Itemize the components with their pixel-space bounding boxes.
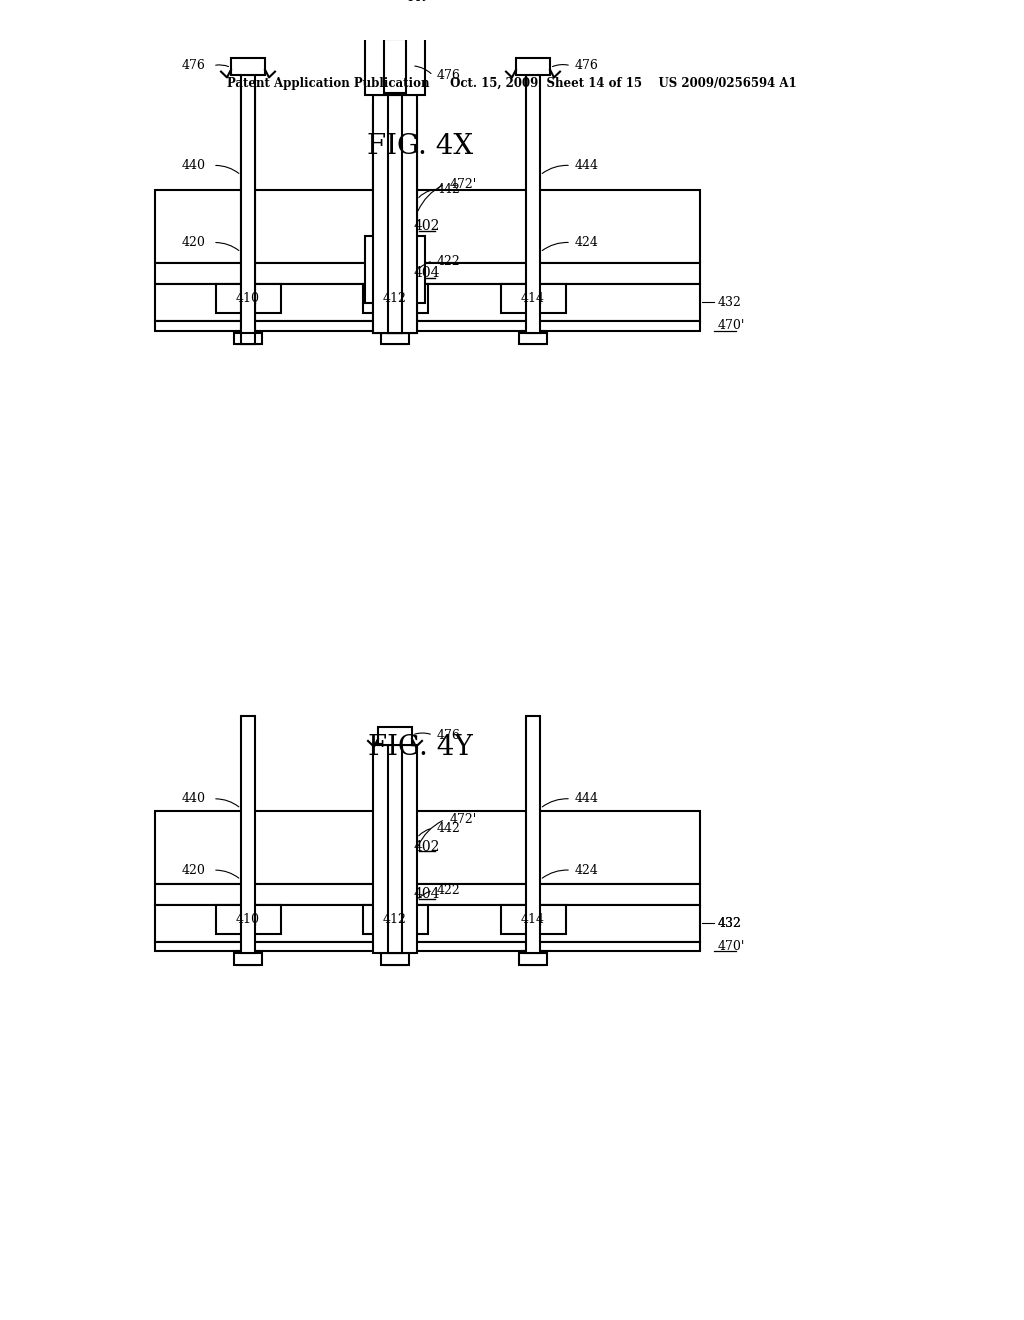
Text: 420: 420: [182, 236, 206, 249]
Bar: [365, 26, 425, 95]
Text: FIG. 4Y: FIG. 4Y: [368, 734, 472, 762]
Bar: [362, 904, 428, 935]
Text: 476: 476: [182, 59, 206, 73]
Text: 440: 440: [182, 792, 206, 805]
Text: PR: PR: [407, 0, 425, 4]
Text: 412: 412: [383, 292, 407, 305]
Bar: [522, 952, 544, 965]
Bar: [384, 330, 406, 345]
Bar: [381, 333, 409, 345]
Bar: [388, 744, 402, 953]
Bar: [501, 904, 566, 935]
Bar: [155, 883, 700, 904]
Bar: [388, 104, 402, 333]
Text: 414: 414: [521, 292, 545, 305]
Bar: [155, 941, 700, 952]
Text: 442: 442: [437, 822, 461, 834]
Bar: [362, 284, 428, 313]
Bar: [373, 744, 417, 953]
Text: FIG. 4X: FIG. 4X: [367, 133, 473, 160]
Text: Patent Application Publication     Oct. 15, 2009  Sheet 14 of 15    US 2009/0256: Patent Application Publication Oct. 15, …: [227, 77, 797, 90]
Bar: [365, 235, 425, 304]
Bar: [378, 727, 412, 744]
Bar: [381, 953, 409, 965]
Bar: [384, 952, 406, 965]
Bar: [237, 330, 259, 345]
Bar: [373, 104, 417, 333]
Bar: [384, 38, 406, 92]
Bar: [378, 9, 412, 26]
Text: 422: 422: [437, 884, 461, 898]
Text: 476: 476: [437, 729, 461, 742]
Bar: [388, 95, 402, 333]
Text: 472': 472': [450, 178, 477, 190]
Bar: [519, 333, 547, 345]
Text: 420: 420: [182, 863, 206, 876]
Bar: [241, 87, 255, 345]
Text: 444: 444: [575, 792, 599, 805]
Text: 470': 470': [718, 319, 745, 333]
Bar: [237, 952, 259, 965]
Text: 410: 410: [236, 913, 260, 925]
Bar: [155, 284, 700, 321]
Text: 414: 414: [521, 913, 545, 925]
Bar: [241, 715, 255, 953]
Bar: [155, 904, 700, 941]
Text: 440: 440: [182, 158, 206, 172]
Bar: [373, 95, 417, 333]
Text: 424: 424: [575, 863, 599, 876]
Text: 476: 476: [437, 69, 461, 82]
Text: 442: 442: [437, 183, 461, 197]
Bar: [241, 75, 255, 333]
Text: 404: 404: [414, 887, 440, 902]
Bar: [216, 904, 281, 935]
Text: 402: 402: [414, 840, 440, 854]
Bar: [501, 284, 566, 313]
Text: 432: 432: [718, 296, 741, 309]
Text: 404: 404: [414, 267, 440, 280]
Bar: [526, 75, 540, 333]
Text: 402: 402: [414, 219, 440, 232]
Bar: [155, 263, 700, 284]
Text: 470': 470': [718, 940, 745, 953]
Text: 410: 410: [236, 292, 260, 305]
Bar: [216, 284, 281, 313]
Bar: [522, 330, 544, 345]
Text: 432: 432: [718, 917, 741, 929]
Bar: [231, 58, 265, 75]
Bar: [234, 953, 262, 965]
Bar: [526, 715, 540, 953]
Text: 424: 424: [575, 236, 599, 249]
Text: 412: 412: [383, 913, 407, 925]
Bar: [155, 810, 700, 883]
Bar: [234, 333, 262, 345]
Text: 476: 476: [575, 59, 599, 73]
Bar: [155, 190, 700, 263]
Text: 422: 422: [437, 255, 461, 268]
Text: 472': 472': [450, 813, 477, 826]
Text: 444: 444: [575, 158, 599, 172]
Bar: [519, 953, 547, 965]
Text: 432: 432: [718, 917, 741, 929]
Bar: [516, 58, 550, 75]
Bar: [155, 321, 700, 330]
